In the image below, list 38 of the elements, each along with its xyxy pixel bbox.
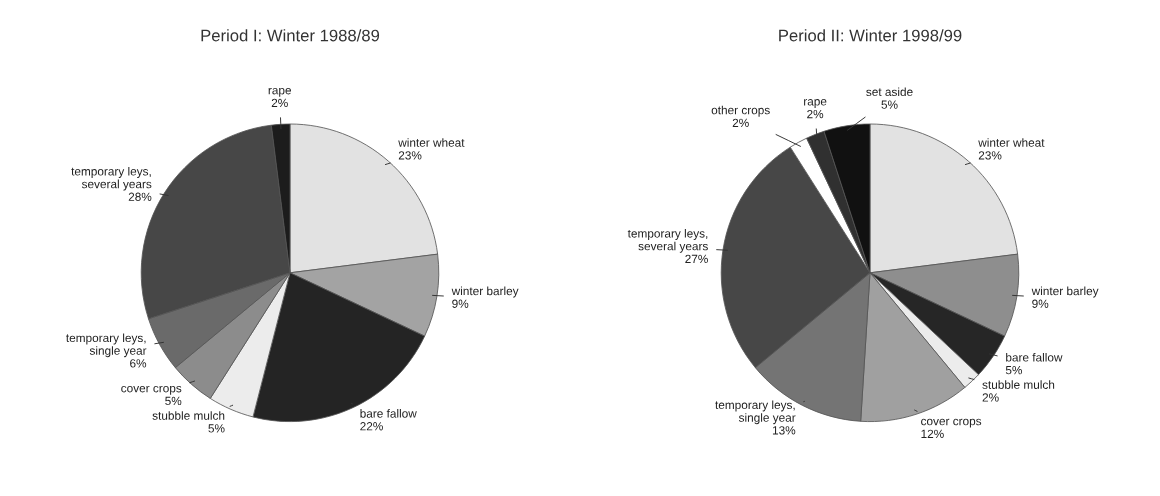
data-label: 9% <box>452 299 469 308</box>
slice-label: temporary leys, several years <box>71 166 152 191</box>
data-label: 5% <box>881 100 898 109</box>
data-label: 5% <box>208 424 225 433</box>
data-label: 27% <box>685 254 708 264</box>
slice-label: winter wheat <box>398 138 465 147</box>
slice-label: set aside <box>866 87 913 97</box>
data-label: 22% <box>360 422 383 431</box>
slice-label: cover crops <box>121 385 182 395</box>
data-label: 6% <box>130 359 147 368</box>
slice-label: cover crops <box>921 418 982 428</box>
data-label: 23% <box>398 151 422 160</box>
data-label: 12% <box>921 429 944 438</box>
slice-label: stubble mulch <box>982 380 1055 389</box>
data-label: 23% <box>978 151 1002 160</box>
chart-title: Period I: Winter 1988/89 <box>201 29 380 42</box>
slice-label: winter barley <box>451 286 519 298</box>
slice-label: rape <box>804 99 827 108</box>
chart-title: Period II: Winter 1998/99 <box>779 29 962 42</box>
data-label: 2% <box>732 118 749 127</box>
slice-label: temporary leys, single year <box>715 400 796 425</box>
data-label: 2% <box>982 393 999 402</box>
slice-label: bare fallow <box>1006 352 1063 362</box>
slice-label: stubble mulch <box>152 411 225 420</box>
slice-label: winter barley <box>1031 286 1099 298</box>
data-label: 13% <box>772 426 796 435</box>
slice-label: bare fallow <box>360 409 417 418</box>
slice-label: winter wheat <box>978 138 1045 147</box>
data-label: 9% <box>1032 299 1049 308</box>
data-label: 2% <box>271 98 288 108</box>
slice-label: rape <box>268 87 292 97</box>
data-label: 5% <box>165 396 182 406</box>
slice-label: temporary leys, several years <box>627 228 708 253</box>
data-label: 28% <box>128 192 152 201</box>
slice-label: other crops <box>711 105 770 117</box>
data-label: 2% <box>807 109 824 119</box>
slice-label: temporary leys, single year <box>66 333 147 358</box>
data-label: 5% <box>1005 366 1023 375</box>
